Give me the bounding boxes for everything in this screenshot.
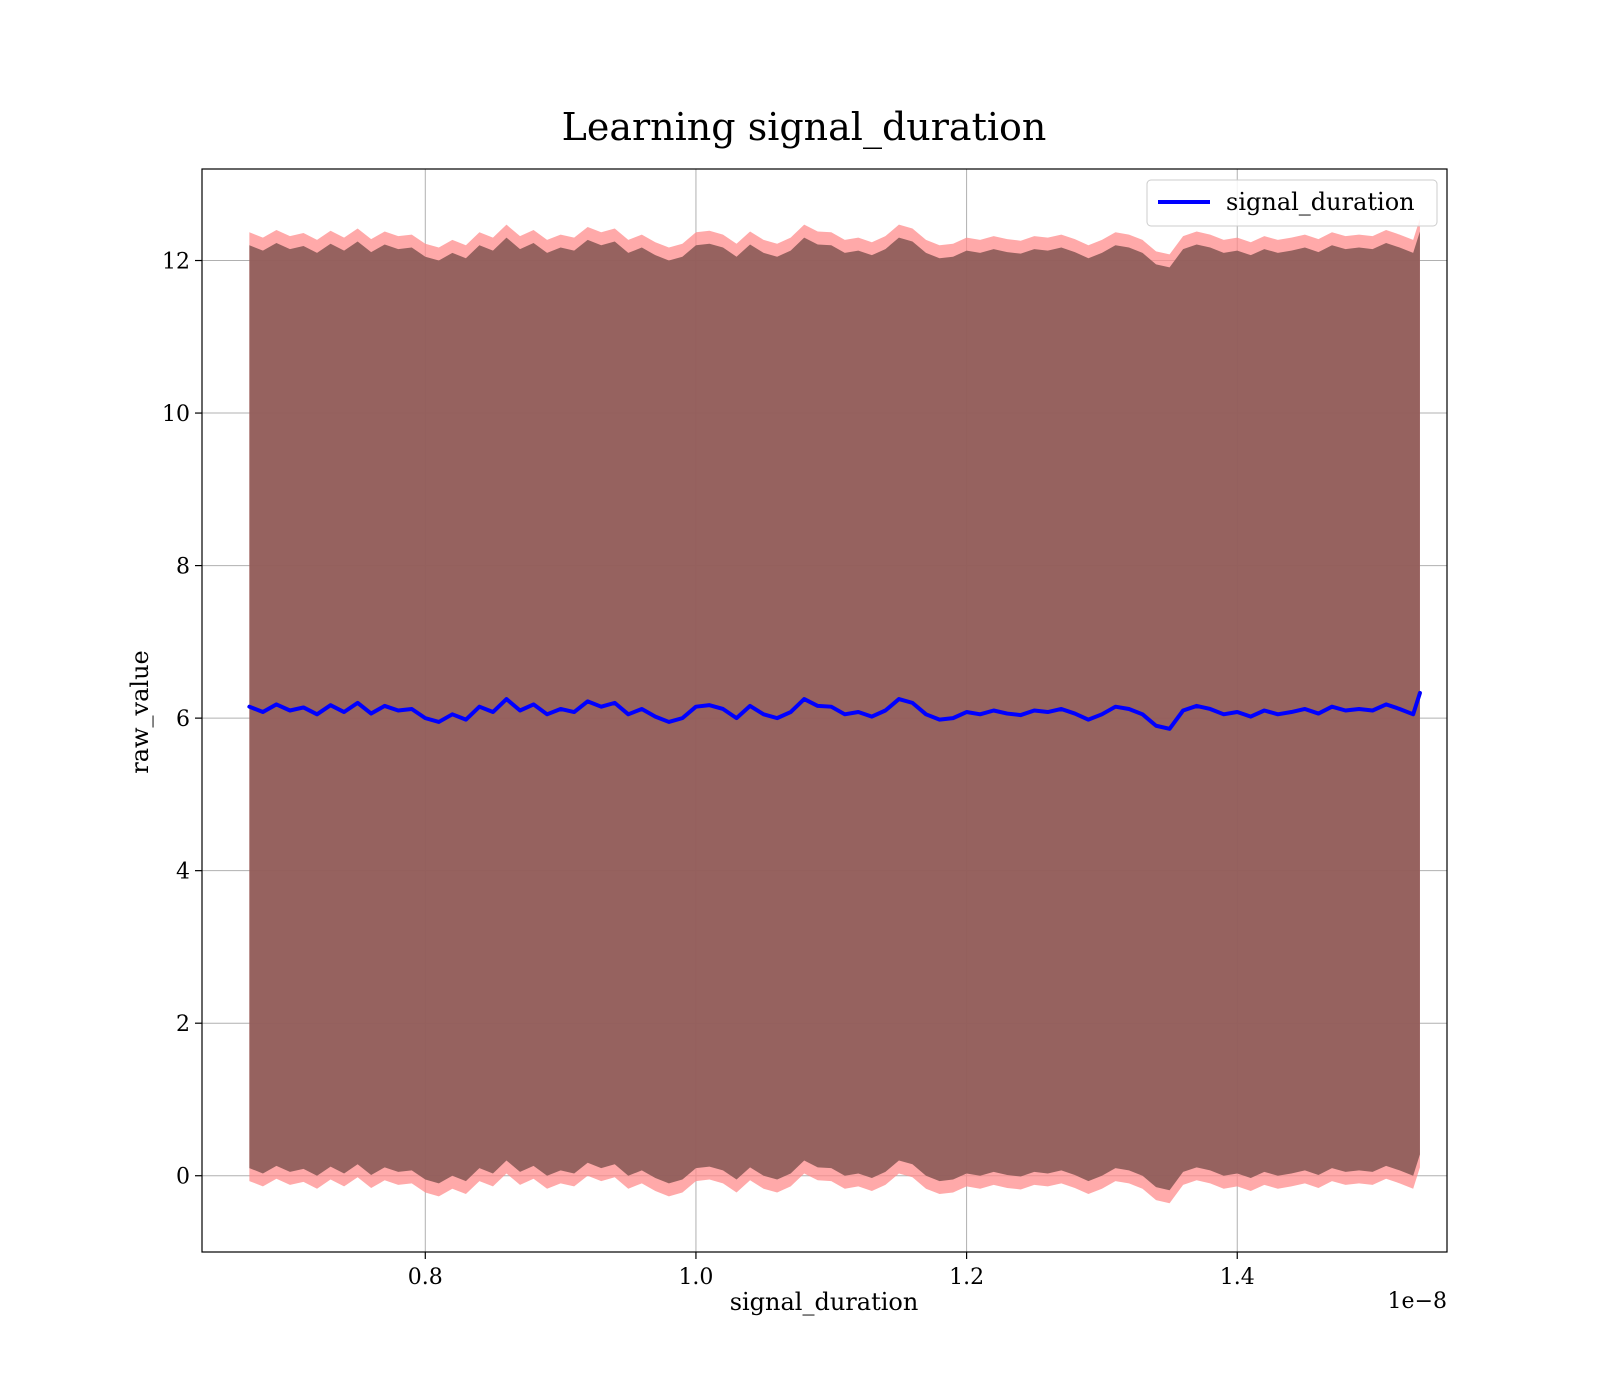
y-tick-label: 2 bbox=[176, 1012, 190, 1037]
y-tick-label: 8 bbox=[176, 555, 190, 580]
legend-entry-label: signal_duration bbox=[1226, 188, 1415, 216]
legend-box bbox=[1146, 179, 1438, 227]
x-tick-label: 1.2 bbox=[949, 1265, 984, 1290]
x-axis-ticks: 0.8 1.0 1.2 1.4 bbox=[408, 1252, 1255, 1290]
x-tick-label: 1.4 bbox=[1220, 1265, 1255, 1290]
plot-frame bbox=[201, 168, 1448, 1253]
series-line-0 bbox=[247, 690, 1422, 731]
y-tick-label: 10 bbox=[162, 402, 190, 427]
y-axis-ticks: 0 2 4 6 8 10 12 bbox=[162, 250, 202, 1190]
chart-title: Learning signal_duration bbox=[562, 105, 1047, 150]
y-tick-label: 4 bbox=[176, 860, 190, 885]
y-tick-label: 6 bbox=[176, 707, 190, 732]
legend: signal_duration bbox=[1146, 179, 1438, 227]
x-tick-label: 1.0 bbox=[678, 1265, 713, 1290]
series-lines bbox=[247, 690, 1422, 731]
y-tick-label: 12 bbox=[162, 250, 190, 275]
x-axis-offset-label: 1e−8 bbox=[1388, 1289, 1447, 1314]
x-tick-label: 0.8 bbox=[408, 1265, 443, 1290]
y-axis-label: raw_value bbox=[126, 650, 154, 774]
y-tick-label: 0 bbox=[176, 1165, 190, 1190]
x-axis-label: signal_duration bbox=[730, 1288, 919, 1316]
